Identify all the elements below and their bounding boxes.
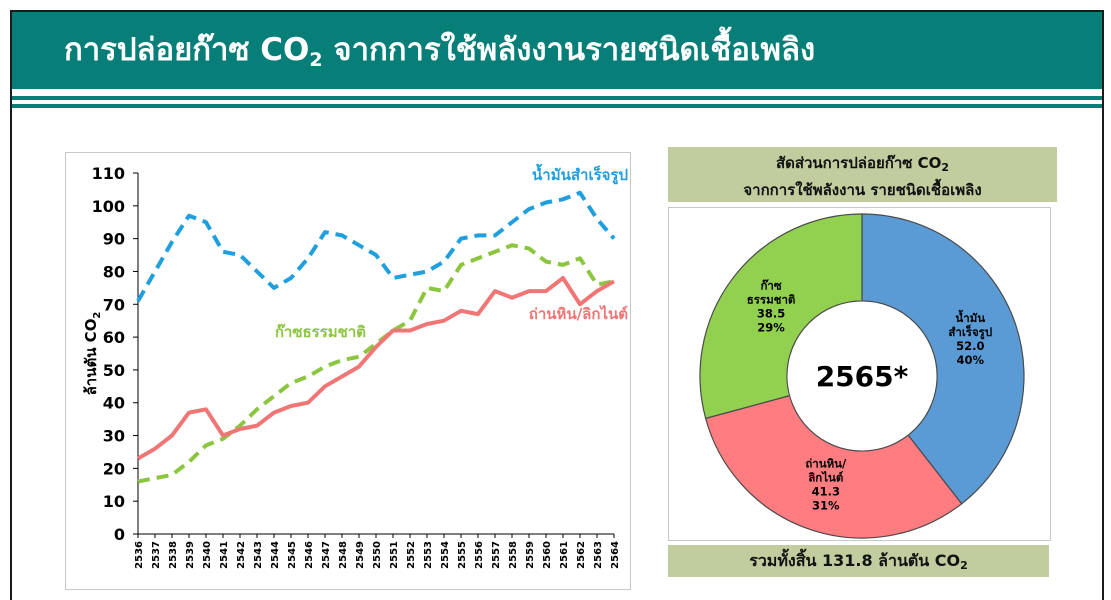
y-tick-label: 0 xyxy=(114,525,125,544)
y-tick-label: 70 xyxy=(103,295,125,314)
y-tick-label: 100 xyxy=(92,197,125,216)
x-tick-label: 2545 xyxy=(287,541,298,569)
donut-slice-label: ลิกไนต์ xyxy=(808,471,843,485)
x-tick-label: 2563 xyxy=(593,541,604,569)
x-tick-label: 2561 xyxy=(559,541,570,569)
x-tick-label: 2543 xyxy=(253,541,264,569)
y-tick-label: 20 xyxy=(103,459,125,478)
x-tick-label: 2546 xyxy=(304,541,315,569)
page-title: การปล่อยก๊าซ CO2 จากการใช้พลังงานรายชนิด… xyxy=(64,32,816,71)
line-chart-panel: 0 10 20 30 40 50 60 70 80 90 100 110 2536 2537 2538 253… xyxy=(65,152,631,590)
donut-slice-label: ถ่านหิน/ xyxy=(805,457,847,471)
y-tick-label: 110 xyxy=(92,164,125,183)
x-tick-label: 2544 xyxy=(270,541,281,569)
x-tick-label: 2537 xyxy=(151,541,162,569)
header-divider-bottom xyxy=(12,104,1102,108)
donut-slice-label: 31% xyxy=(812,499,840,513)
x-tick-label: 2556 xyxy=(474,541,485,569)
series-label-coal-lignite: ถ่านหิน/ลิกไนต์ xyxy=(529,304,628,323)
y-tick-label: 10 xyxy=(103,492,125,511)
donut-slice-label: ธรรมชาติ xyxy=(747,292,796,306)
x-tick-label: 2547 xyxy=(321,541,332,569)
donut-slice-label: 29% xyxy=(757,320,785,334)
y-tick-label: 40 xyxy=(103,394,125,413)
donut-slice-label: 52.0 xyxy=(956,339,984,353)
donut-chart: น้ำมันสำเร็จรูป52.040% ถ่านหิน/ลิกไนต์41.… xyxy=(699,213,1025,539)
donut-slice-label: น้ำมัน xyxy=(955,309,985,325)
series-line-natural-gas xyxy=(137,243,615,484)
header-divider-top xyxy=(12,96,1102,100)
x-tick-label: 2539 xyxy=(185,541,196,569)
x-tick-label: 2564 xyxy=(610,541,621,569)
series-line-coal-lignite xyxy=(137,276,615,461)
x-tick-label: 2550 xyxy=(372,541,383,569)
donut-center-label: 2565* xyxy=(816,360,909,393)
donut-hole xyxy=(786,300,938,452)
x-tick-label: 2554 xyxy=(440,541,451,569)
x-tick-label: 2560 xyxy=(542,541,553,569)
x-tick-label: 2558 xyxy=(508,541,519,569)
y-tick-label: 30 xyxy=(103,427,125,446)
x-tick-label: 2542 xyxy=(236,541,247,569)
series-label-refined-oil: น้ำมันสำเร็จรูป xyxy=(532,163,628,185)
series-label-natural-gas: ก๊าซธรรมชาติ xyxy=(275,323,366,341)
donut-title: สัดส่วนการปล่อยก๊าซ CO2 จากการใช้พลังงาน… xyxy=(668,147,1057,202)
y-tick-label: 90 xyxy=(103,230,125,249)
donut-chart-panel: น้ำมัน สำเร็จรูป 52.0 40% ถ่านหิน/ลิกไนต์ 41.… xyxy=(668,207,1051,541)
slide-header: การปล่อยก๊าซ CO2 จากการใช้พลังงานรายชนิด… xyxy=(12,12,1102,89)
x-tick-label: 2559 xyxy=(525,541,536,569)
series-line-refined-oil xyxy=(136,190,616,302)
x-tick-label: 2536 xyxy=(134,541,145,569)
y-tick-label: 50 xyxy=(103,361,125,380)
x-tick-label: 2562 xyxy=(576,541,587,569)
donut-slice-label: สำเร็จรูป xyxy=(948,324,992,340)
x-tick-label: 2540 xyxy=(202,541,213,569)
x-tick-label: 2541 xyxy=(219,541,230,569)
line-chart: 0 10 20 30 40 50 60 70 80 90 100 110 2536 2537 2538 253… xyxy=(82,163,628,569)
y-axis-title: ล้านตัน CO2 xyxy=(82,312,103,396)
x-tick-label: 2538 xyxy=(168,541,179,569)
x-tick-label: 2551 xyxy=(389,541,400,569)
y-tick-label: 80 xyxy=(103,262,125,281)
x-tick-label: 2555 xyxy=(457,541,468,569)
donut-slice-label: ก๊าซ xyxy=(760,278,781,292)
x-tick-label: 2557 xyxy=(491,541,502,569)
donut-slice-label: 38.5 xyxy=(757,306,785,320)
total-emissions-label: รวมทั้งสิ้น 131.8 ล้านตัน CO2 xyxy=(668,545,1049,577)
donut-slice-label: 41.3 xyxy=(812,485,840,499)
donut-slice-label: 40% xyxy=(957,353,985,367)
x-tick-label: 2553 xyxy=(423,541,434,569)
x-tick-label: 2552 xyxy=(406,541,417,569)
y-tick-label: 60 xyxy=(103,328,125,347)
x-tick-label: 2548 xyxy=(338,541,349,569)
x-tick-label: 2549 xyxy=(355,541,366,569)
